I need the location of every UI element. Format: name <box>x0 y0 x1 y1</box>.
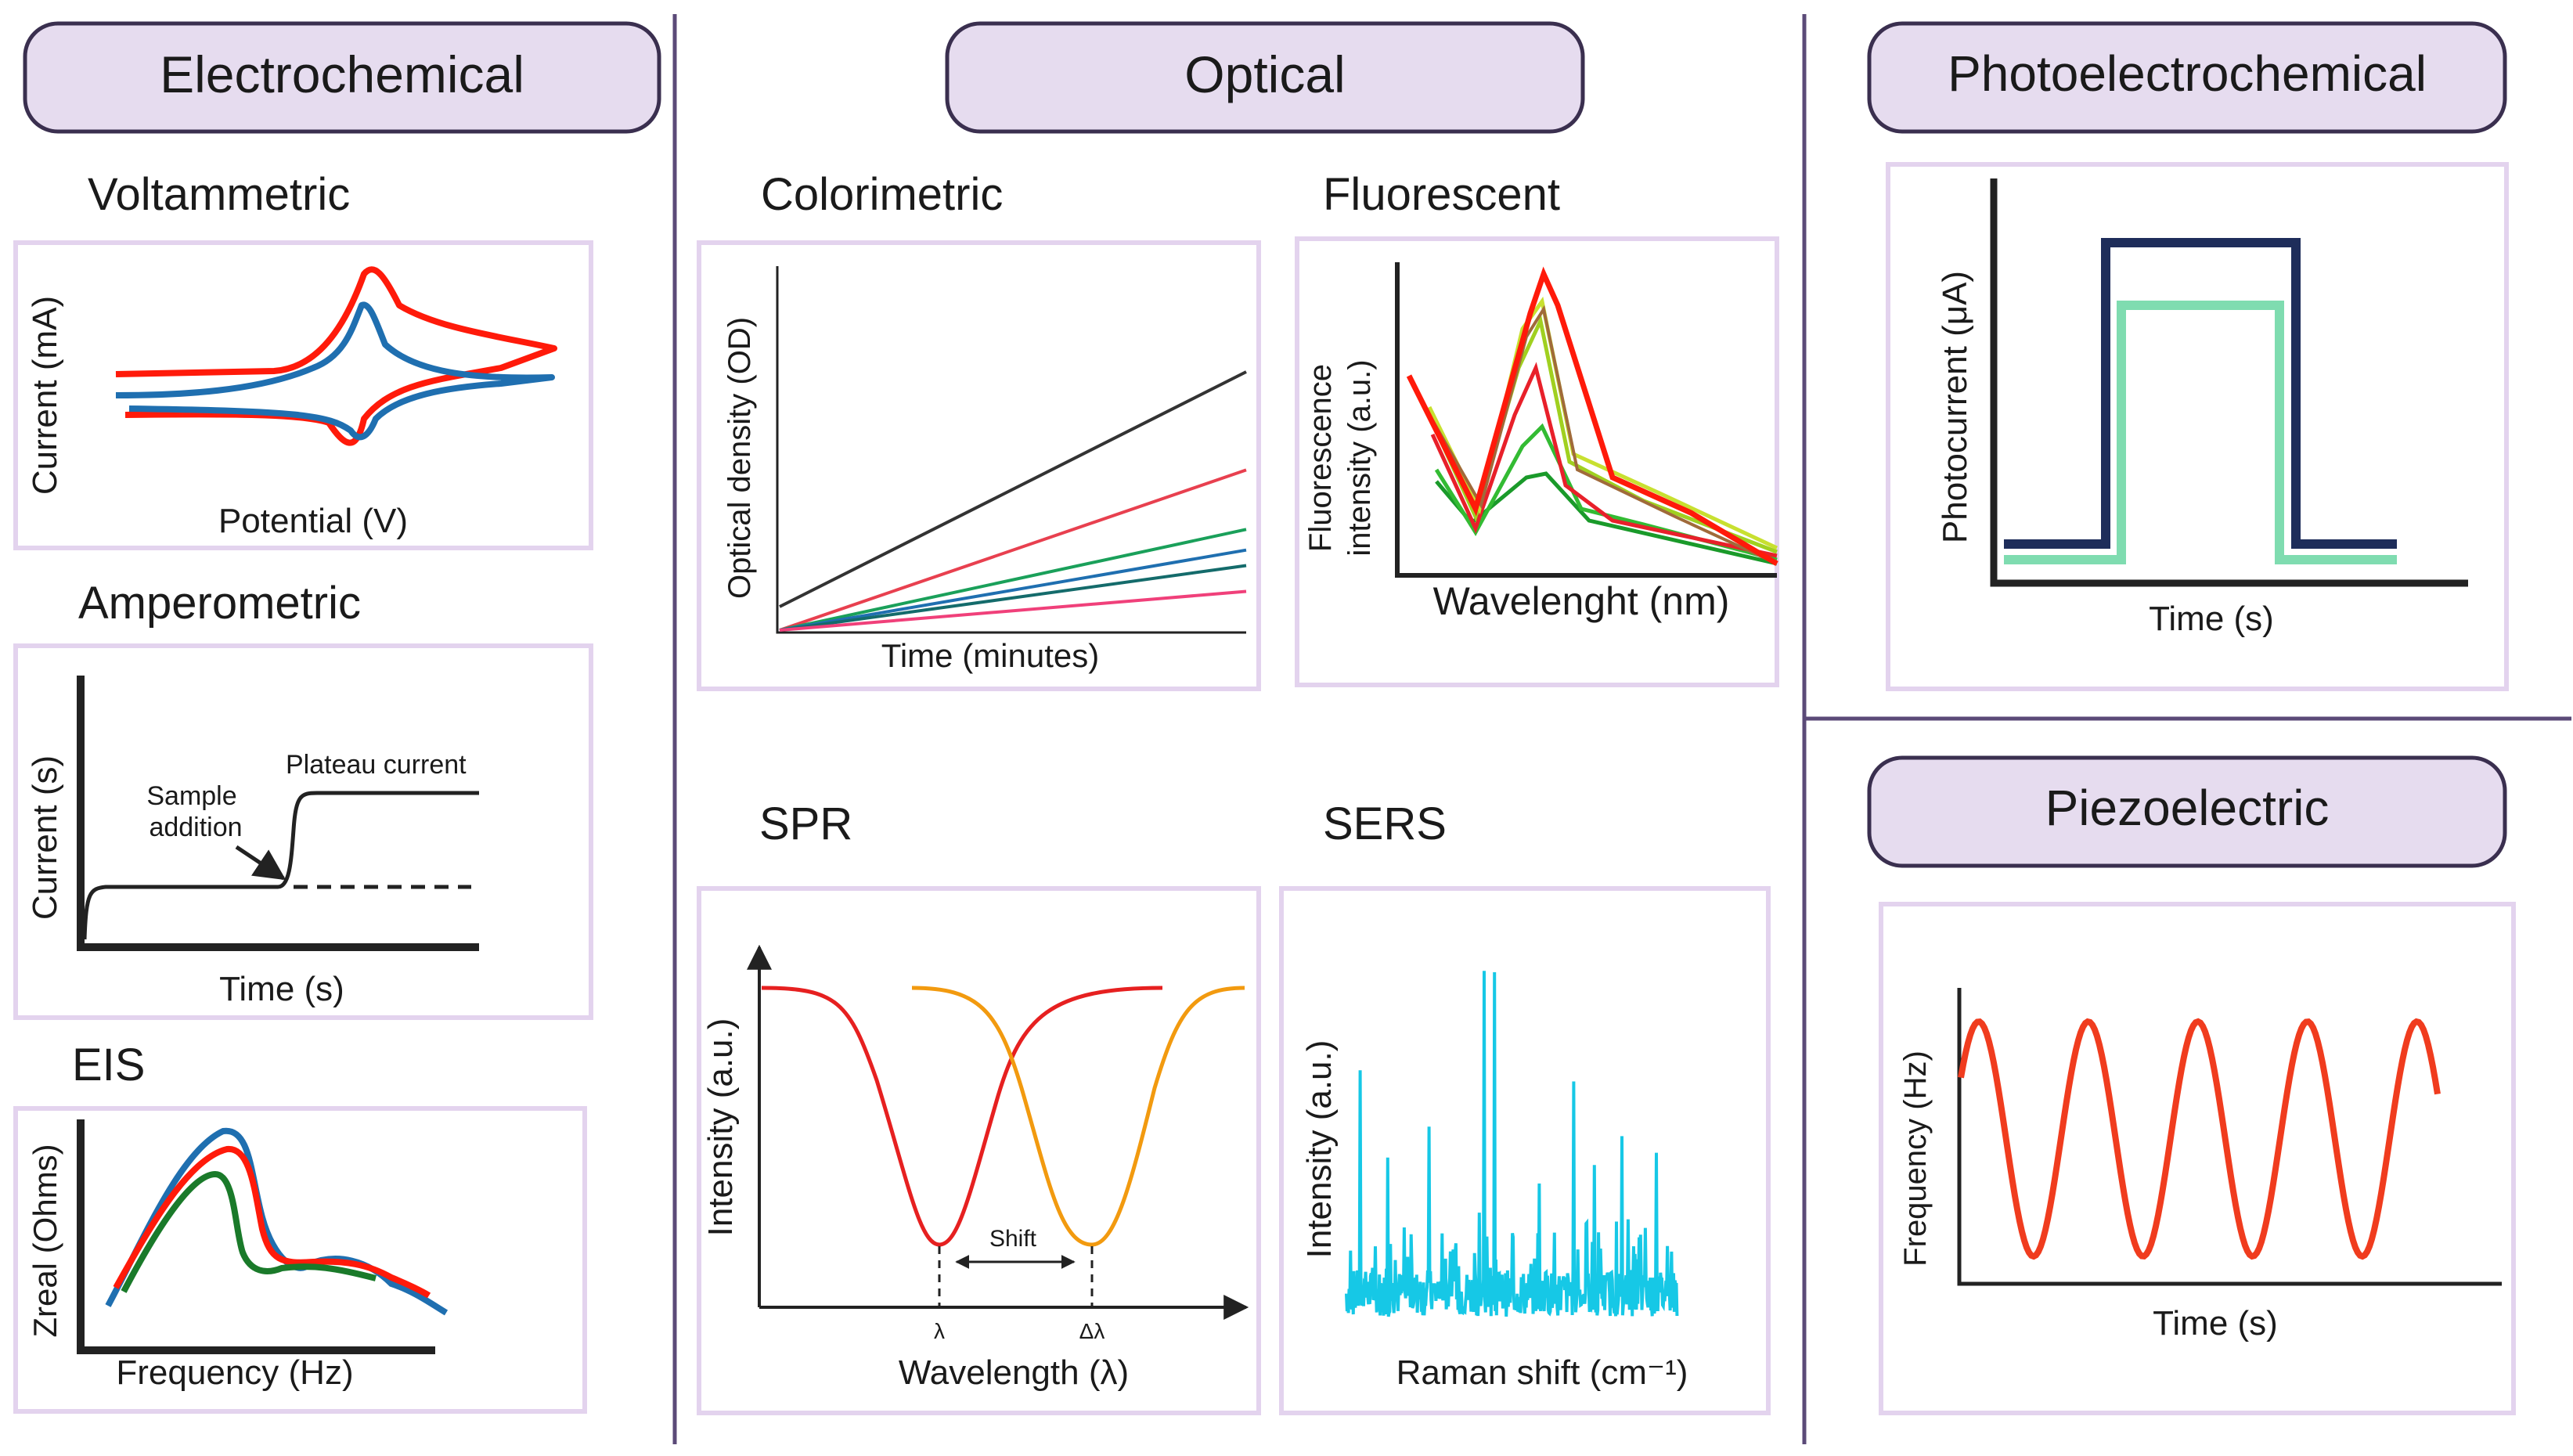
colorimetric-line-5 <box>779 564 1247 632</box>
colorimetric-line-1 <box>779 370 1247 608</box>
spr-delta-lambda-label: Δλ <box>1079 1319 1105 1343</box>
fluorescent-axes <box>1395 262 1777 578</box>
photo-axes <box>1990 178 2468 587</box>
amperometric-ylabel: Current (s) <box>26 755 64 920</box>
sers-spectrum <box>1345 971 1679 1317</box>
spr-title: SPR <box>759 798 852 849</box>
amperometric-sample-label-1: Sample <box>146 781 236 811</box>
spr-shift-label: Shift <box>989 1226 1037 1252</box>
fluorescent-xlabel: Wavelenght (nm) <box>1433 579 1730 623</box>
piezo-wave <box>1958 1018 2441 1260</box>
fluorescent-curve-5 <box>1427 296 1778 550</box>
sers-panel <box>1279 886 1771 1415</box>
fluorescent-title: Fluorescent <box>1323 169 1560 220</box>
sers-xlabel: Raman shift (cm⁻¹) <box>1396 1353 1688 1392</box>
piezo-axes <box>1957 988 2502 1286</box>
colorimetric-lines <box>779 370 1247 632</box>
colorimetric-line-3 <box>779 528 1247 632</box>
colorimetric-axes <box>776 266 1246 634</box>
amperometric-panel <box>13 643 593 1020</box>
photoelectrochemical-header: Photoelectrochemical <box>1867 21 2507 134</box>
photo-mint-trace <box>2004 301 2397 564</box>
piezo-xlabel: Time (s) <box>2153 1304 2278 1342</box>
colorimetric-ylabel: Optical density (OD) <box>723 317 757 599</box>
fluorescent-curve-7 <box>1406 266 1778 567</box>
piezo-panel <box>1879 902 2516 1415</box>
spr-lambda-label: λ <box>934 1319 945 1343</box>
photo-xlabel: Time (s) <box>2149 600 2274 638</box>
optical-header-text: Optical <box>1184 45 1345 103</box>
eis-title: EIS <box>72 1040 146 1090</box>
amperometric-current-curve <box>82 791 479 940</box>
spr-xlabel: Wavelength (λ) <box>899 1353 1129 1392</box>
amperometric-sample-arrow <box>235 845 286 881</box>
eis-green-curve <box>121 1170 377 1293</box>
amperometric-title: Amperometric <box>78 578 361 629</box>
voltammetric-blue-curve <box>115 301 555 441</box>
voltammetric-ylabel: Current (mA) <box>26 296 64 495</box>
photoelectrochemical-header-text: Photoelectrochemical <box>1948 45 2427 102</box>
sers-title: SERS <box>1323 798 1447 849</box>
spr-orange-curve <box>911 986 1245 1247</box>
piezoelectric-header-text: Piezoelectric <box>2045 780 2330 836</box>
photo-navy-trace <box>2004 238 2397 549</box>
eis-blue-curve <box>105 1127 449 1316</box>
fluorescent-curve-3 <box>1430 362 1778 558</box>
fluorescent-ylabel-1: Fluorescence <box>1303 364 1338 552</box>
eis-red-curve <box>113 1145 431 1299</box>
spr-ylabel: Intensity (a.u.) <box>701 1018 740 1237</box>
amperometric-sample-label-2: addition <box>149 813 242 842</box>
colorimetric-line-6 <box>779 589 1247 632</box>
fluorescent-curve-6 <box>1428 305 1778 565</box>
voltammetric-title: Voltammetric <box>88 169 350 220</box>
voltammetric-panel <box>13 240 593 550</box>
colorimetric-panel <box>697 240 1261 691</box>
eis-axes <box>77 1119 435 1354</box>
fluorescent-panel <box>1295 236 1779 687</box>
colorimetric-xlabel: Time (minutes) <box>881 637 1099 674</box>
colorimetric-line-4 <box>779 548 1247 632</box>
sers-ylabel: Intensity (a.u.) <box>1300 1040 1339 1259</box>
voltammetric-xlabel: Potential (V) <box>218 502 408 540</box>
electrochemical-header: Electrochemical <box>23 21 661 134</box>
amperometric-xlabel: Time (s) <box>219 970 344 1008</box>
amperometric-plateau-label: Plateau current <box>286 750 467 780</box>
colorimetric-title: Colorimetric <box>761 169 1003 220</box>
colorimetric-line-2 <box>779 468 1247 632</box>
spr-panel <box>697 886 1261 1415</box>
eis-ylabel: Zreal (Ohms) <box>27 1144 63 1337</box>
photo-ylabel: Photocurrent (μA) <box>1936 271 1974 543</box>
fluorescent-ylabel-2: intensity (a.u.) <box>1342 359 1377 556</box>
spr-red-curve <box>761 986 1163 1247</box>
electrochemical-header-text: Electrochemical <box>160 45 524 103</box>
piezo-ylabel: Frequency (Hz) <box>1898 1051 1933 1267</box>
eis-xlabel: Frequency (Hz) <box>116 1353 353 1392</box>
amperometric-axes <box>77 676 479 951</box>
piezoelectric-header: Piezoelectric <box>1867 755 2507 868</box>
optical-header: Optical <box>945 21 1585 134</box>
